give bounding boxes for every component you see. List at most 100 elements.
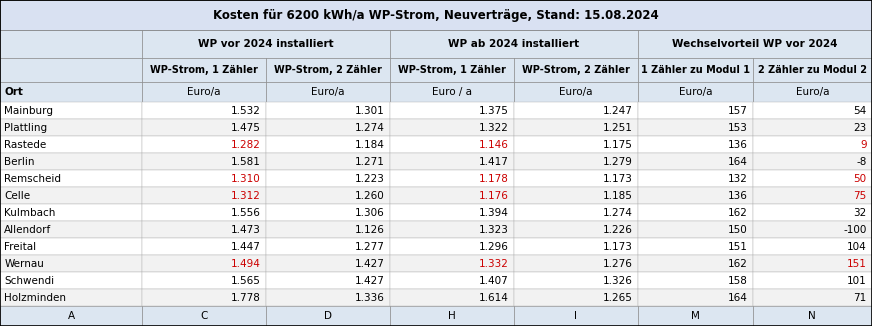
Bar bbox=[142, 306, 266, 326]
Bar bbox=[753, 136, 872, 153]
Text: Rastede: Rastede bbox=[4, 140, 46, 150]
Bar bbox=[514, 187, 638, 204]
Text: WP-Strom, 1 Zähler: WP-Strom, 1 Zähler bbox=[150, 65, 258, 75]
Bar bbox=[753, 82, 872, 102]
Bar bbox=[142, 255, 266, 272]
Text: 1.184: 1.184 bbox=[355, 140, 385, 150]
Bar bbox=[142, 221, 266, 238]
Text: 50: 50 bbox=[854, 174, 867, 184]
Text: 162: 162 bbox=[727, 208, 747, 218]
Text: 1.427: 1.427 bbox=[355, 259, 385, 269]
Bar bbox=[753, 119, 872, 136]
Text: 1.332: 1.332 bbox=[479, 259, 508, 269]
Text: Wernau: Wernau bbox=[4, 259, 44, 269]
Text: C: C bbox=[201, 311, 208, 321]
Text: 164: 164 bbox=[727, 293, 747, 303]
Bar bbox=[390, 119, 514, 136]
Bar bbox=[142, 289, 266, 306]
Bar bbox=[266, 221, 390, 238]
Bar bbox=[753, 204, 872, 221]
Bar bbox=[638, 255, 753, 272]
Bar bbox=[142, 58, 266, 82]
Bar bbox=[266, 136, 390, 153]
Bar bbox=[142, 204, 266, 221]
Text: 1.301: 1.301 bbox=[355, 106, 385, 116]
Text: 1.310: 1.310 bbox=[231, 174, 261, 184]
Bar bbox=[753, 102, 872, 119]
Text: Berlin: Berlin bbox=[4, 157, 35, 167]
Text: WP-Strom, 2 Zähler: WP-Strom, 2 Zähler bbox=[522, 65, 630, 75]
Text: -100: -100 bbox=[843, 225, 867, 235]
Text: 157: 157 bbox=[727, 106, 747, 116]
Bar bbox=[142, 30, 390, 58]
Text: 151: 151 bbox=[847, 259, 867, 269]
Bar bbox=[638, 187, 753, 204]
Text: 1.274: 1.274 bbox=[603, 208, 633, 218]
Text: 1.173: 1.173 bbox=[603, 242, 633, 252]
Text: 1.614: 1.614 bbox=[479, 293, 508, 303]
Bar bbox=[638, 82, 753, 102]
Bar bbox=[390, 170, 514, 187]
Text: Wechselvorteil WP vor 2024: Wechselvorteil WP vor 2024 bbox=[672, 39, 838, 49]
Bar bbox=[142, 170, 266, 187]
Bar bbox=[638, 119, 753, 136]
Bar bbox=[638, 289, 753, 306]
Bar bbox=[0, 187, 142, 204]
Bar bbox=[638, 136, 753, 153]
Text: 32: 32 bbox=[854, 208, 867, 218]
Bar bbox=[266, 306, 390, 326]
Bar bbox=[0, 119, 142, 136]
Text: 1.312: 1.312 bbox=[231, 191, 261, 201]
Text: 1.778: 1.778 bbox=[231, 293, 261, 303]
Text: 153: 153 bbox=[727, 123, 747, 133]
Bar bbox=[390, 221, 514, 238]
Bar bbox=[390, 255, 514, 272]
Bar bbox=[514, 221, 638, 238]
Bar bbox=[390, 153, 514, 170]
Bar bbox=[514, 170, 638, 187]
Bar bbox=[266, 204, 390, 221]
Text: 1.326: 1.326 bbox=[603, 276, 633, 286]
Bar bbox=[0, 58, 142, 82]
Bar bbox=[0, 306, 142, 326]
Text: 1 Zähler zu Modul 1: 1 Zähler zu Modul 1 bbox=[641, 65, 750, 75]
Text: 1.226: 1.226 bbox=[603, 225, 633, 235]
Text: 1.178: 1.178 bbox=[479, 174, 508, 184]
Text: 9: 9 bbox=[860, 140, 867, 150]
Bar bbox=[142, 82, 266, 102]
Bar bbox=[142, 187, 266, 204]
Bar bbox=[514, 119, 638, 136]
Text: 1.323: 1.323 bbox=[479, 225, 508, 235]
Text: 151: 151 bbox=[727, 242, 747, 252]
Text: Plattling: Plattling bbox=[4, 123, 47, 133]
Bar bbox=[390, 58, 514, 82]
Text: H: H bbox=[448, 311, 456, 321]
Text: WP ab 2024 installiert: WP ab 2024 installiert bbox=[448, 39, 580, 49]
Text: 1.279: 1.279 bbox=[603, 157, 633, 167]
Bar bbox=[266, 102, 390, 119]
Bar bbox=[390, 136, 514, 153]
Bar bbox=[753, 289, 872, 306]
Bar bbox=[753, 221, 872, 238]
Bar bbox=[142, 238, 266, 255]
Bar bbox=[638, 30, 872, 58]
Text: 136: 136 bbox=[727, 140, 747, 150]
Text: 162: 162 bbox=[727, 259, 747, 269]
Bar bbox=[514, 204, 638, 221]
Text: 2 Zähler zu Modul 2: 2 Zähler zu Modul 2 bbox=[758, 65, 867, 75]
Text: WP-Strom, 1 Zähler: WP-Strom, 1 Zähler bbox=[399, 65, 506, 75]
Bar bbox=[0, 136, 142, 153]
Text: 1.126: 1.126 bbox=[355, 225, 385, 235]
Text: WP vor 2024 installiert: WP vor 2024 installiert bbox=[198, 39, 334, 49]
Text: A: A bbox=[67, 311, 75, 321]
Bar bbox=[514, 58, 638, 82]
Text: 1.260: 1.260 bbox=[355, 191, 385, 201]
Bar bbox=[514, 136, 638, 153]
Bar bbox=[638, 238, 753, 255]
Bar bbox=[390, 306, 514, 326]
Text: Allendorf: Allendorf bbox=[4, 225, 51, 235]
Text: M: M bbox=[691, 311, 699, 321]
Bar bbox=[266, 289, 390, 306]
Text: 1.185: 1.185 bbox=[603, 191, 633, 201]
Bar bbox=[638, 306, 753, 326]
